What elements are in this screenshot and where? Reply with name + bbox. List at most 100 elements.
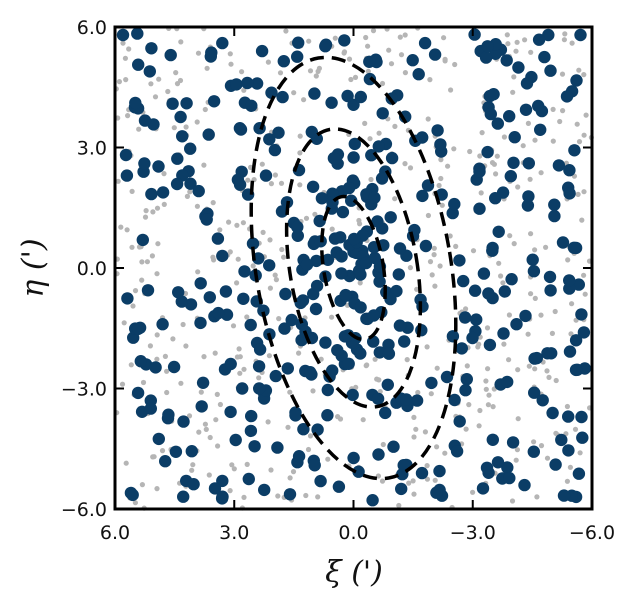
member-point [339,288,352,302]
field-point [511,241,517,247]
field-point [315,68,321,74]
member-point [292,450,306,463]
member-point [138,114,152,127]
field-point [275,493,281,499]
member-point [563,345,577,358]
field-point [250,263,256,269]
field-point [227,51,233,57]
field-point [149,253,155,259]
member-point [258,483,271,497]
field-point [427,259,434,265]
member-point [563,187,576,200]
member-point [211,232,225,245]
field-point [506,357,512,363]
field-point [306,38,312,44]
member-point [555,433,568,447]
member-point [419,239,433,253]
member-point [166,97,179,110]
member-point [253,382,266,395]
member-point [319,38,333,51]
member-point [548,198,561,211]
member-point [466,331,479,345]
x-tick-label: −3.0 [450,522,496,544]
member-point [575,308,588,321]
field-point [432,283,438,289]
member-point [152,160,165,173]
member-point [519,309,532,323]
field-point [372,356,378,362]
field-point [341,50,347,56]
member-point [373,275,386,288]
member-point [272,126,285,139]
field-point [463,306,469,312]
field-point [151,454,157,460]
member-point [519,103,533,117]
field-point [581,272,587,278]
member-point [212,306,225,320]
member-point [468,28,481,41]
field-point [159,448,166,454]
member-point [132,58,145,71]
field-point [194,203,200,209]
member-point [162,408,175,421]
member-point [535,104,549,118]
member-point [185,445,198,458]
field-point [120,40,126,46]
field-point [296,350,302,356]
member-point [503,471,516,485]
field-point [386,47,392,53]
member-point [200,213,213,226]
x-tick-label: 6.0 [100,522,130,544]
field-point [129,244,135,250]
field-point [581,132,587,138]
member-point [527,265,541,278]
member-point [268,143,282,157]
field-point [439,202,445,208]
field-point [301,97,307,103]
field-point [259,161,265,167]
field-point [493,171,499,177]
field-point [425,116,431,122]
member-point [368,191,381,204]
member-point [487,88,500,101]
member-point [453,415,466,428]
field-point [217,401,223,408]
field-point [325,456,331,462]
field-point [568,331,574,337]
field-point [424,463,430,469]
member-point [366,494,379,507]
field-point [291,90,297,96]
member-point [229,433,242,447]
member-point [310,279,324,293]
field-point [115,178,121,184]
member-point [281,362,294,375]
field-point [569,40,575,46]
field-point [283,28,289,34]
member-point [491,117,504,130]
field-point [139,482,145,488]
field-point [207,434,213,441]
field-point [514,39,520,45]
member-point [354,90,367,104]
member-point [224,405,237,419]
member-point [534,123,547,136]
member-point [194,316,207,330]
member-point [556,236,570,249]
member-point [216,36,229,50]
member-point [244,318,257,332]
member-point [253,343,267,356]
field-point [451,146,457,152]
member-point [194,277,207,290]
member-point [489,192,502,205]
field-point [277,70,284,76]
member-point [412,68,425,81]
field-point [379,80,386,87]
field-point [183,124,189,130]
member-point [430,486,443,499]
member-point [177,490,190,503]
field-point [527,176,533,182]
member-point [477,267,491,280]
field-point [485,366,491,372]
field-point [407,265,413,271]
